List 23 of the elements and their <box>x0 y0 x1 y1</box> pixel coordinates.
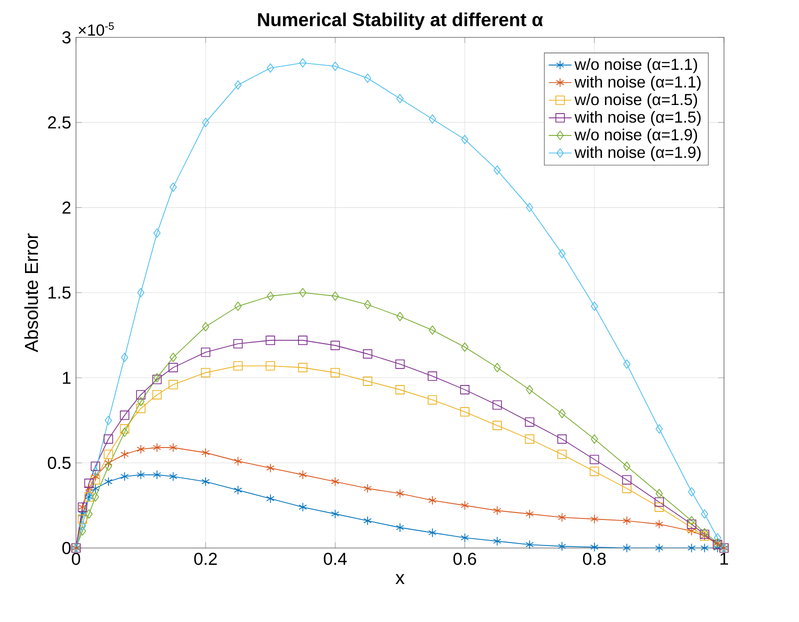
text: ×10$^{-5}$ <box>78 22 114 36</box>
legend-label: with noise (α=1.9) <box>574 146 701 162</box>
y-tick-label: 1.5 <box>48 286 71 299</box>
y-tick-label: 3 <box>62 31 71 44</box>
y-tick-label: 1 <box>62 372 70 384</box>
x-tick-label: 0.4 <box>324 552 347 565</box>
y-axis-title: Absolute Error <box>24 233 38 352</box>
x-tick-label: 0 <box>72 552 80 565</box>
legend-label: with noise (α=1.1) <box>574 76 701 91</box>
y-tick-label: 2 <box>62 202 70 214</box>
legend-label: w/o noise (α=1.1) <box>574 58 698 74</box>
y-tick-label: 0 <box>62 542 71 554</box>
legend-label: w/o noise (α=1.5) <box>574 93 698 108</box>
chart-title: Numerical Stability at different α <box>258 12 543 30</box>
x-tick-label: 0.8 <box>583 552 606 565</box>
x-tick-label: 0.6 <box>453 552 476 565</box>
y-tick-label: 2.5 <box>48 116 71 129</box>
x-axis-title: x <box>396 574 404 584</box>
legend-label: with noise (α=1.5) <box>574 111 701 126</box>
y-tick-label: 0.5 <box>48 456 71 470</box>
legend-label: w/o noise (α=1.9) <box>574 128 698 144</box>
x-tick-label: 0.2 <box>194 552 217 565</box>
x-tick-label: 1 <box>720 552 728 565</box>
